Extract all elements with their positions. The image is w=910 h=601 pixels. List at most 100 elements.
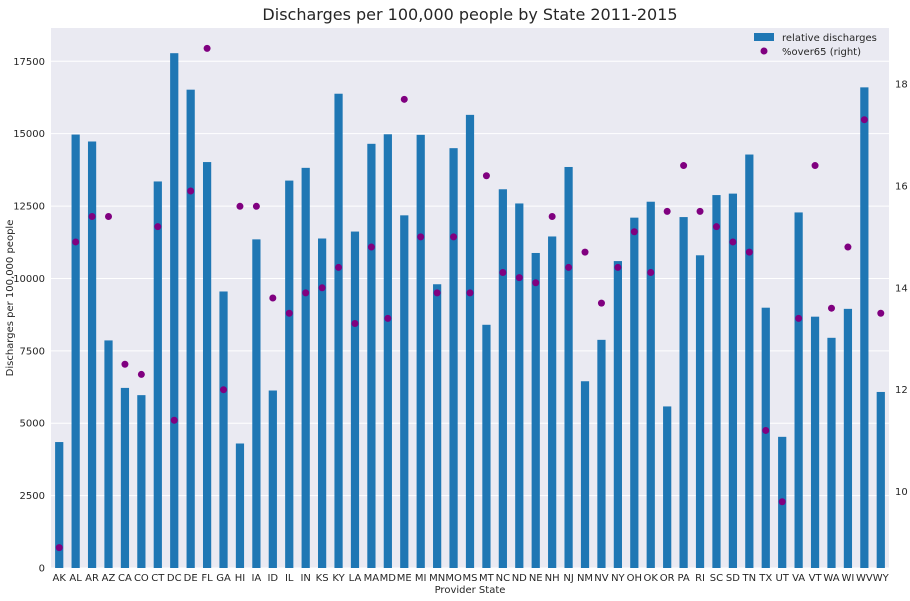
x-tick-label: TX [758,573,772,584]
data-point [778,498,786,506]
y-axis-title: Discharges per 100,000 people [5,220,16,377]
x-tick-label: PA [677,573,689,584]
bar [646,201,655,568]
y2-tick-label: 12 [895,385,908,396]
data-point [450,233,458,241]
bar [613,261,622,568]
x-tick-label: MT [479,573,495,584]
bar [252,239,261,568]
y-axis-left: 0 2500 5000 7500 10000 12500 15000 17500 [13,57,45,575]
bar [202,162,212,569]
bar [843,308,853,568]
data-point [762,426,770,434]
y2-tick-label: 18 [895,80,908,91]
bar [55,442,64,568]
data-point [811,162,819,170]
bar [71,134,80,568]
x-tick-label: RI [695,573,705,584]
x-tick-label: NY [611,573,625,584]
y2-tick-label: 16 [895,181,908,192]
x-tick-label: WV [856,573,873,584]
x-tick-label: MI [415,573,427,584]
data-point [499,269,507,277]
x-tick-label: GA [216,573,231,584]
bar [860,87,869,568]
legend-label-over65: %over65 (right) [782,47,861,58]
data-point [827,304,835,312]
bar [170,53,179,568]
x-tick-label: ND [512,573,527,584]
data-point [417,233,425,241]
bar [137,395,146,568]
data-point [532,279,540,287]
bar [827,337,836,568]
bar [498,189,507,569]
data-point [663,207,671,215]
x-tick-label: KS [316,573,329,584]
data-point [105,212,113,220]
data-point [384,314,392,322]
data-point [400,95,408,103]
data-point [729,238,737,246]
x-tick-label: ID [267,573,278,584]
x-tick-label: DC [167,573,182,584]
bar [728,193,738,568]
data-point [548,212,556,220]
bar [876,391,885,568]
x-tick-label: VA [792,573,805,584]
data-point [55,544,63,552]
data-point [680,162,688,170]
legend: relative discharges %over65 (right) [754,33,877,58]
bar [810,316,820,568]
x-axis: AK AL AR AZ CA CO CT DC DE FL GA HI IA ID IL IN KS KY LA MA… [53,573,890,584]
bar [153,181,162,569]
bar [285,180,294,568]
x-tick-label: OR [660,573,675,584]
bar [301,167,310,569]
data-point [515,274,523,282]
x-tick-label: FL [201,573,213,584]
x-tick-label: IA [251,573,261,584]
bar [268,390,277,568]
bar [695,255,705,568]
x-tick-label: CT [151,573,165,584]
y-tick-label: 15000 [13,129,45,140]
x-tick-label: TN [742,573,757,584]
x-tick-label: MA [364,573,380,584]
y2-tick-label: 10 [895,487,908,498]
data-point [466,289,474,297]
data-point [154,223,162,231]
bar [433,284,442,568]
data-point [137,370,145,378]
bar [679,217,688,568]
bar [564,166,573,568]
bar [449,148,458,568]
legend-point-swatch [760,47,768,55]
x-tick-label: NC [496,573,510,584]
data-point [269,294,277,302]
bar [87,141,97,568]
bar [383,134,392,568]
bar [745,154,754,569]
data-point [630,228,638,236]
data-point [712,223,720,231]
y-tick-label: 10000 [13,274,45,285]
bar [548,236,557,568]
y-tick-label: 5000 [20,419,45,430]
bar [416,134,425,568]
bar [186,89,195,569]
x-tick-label: LA [349,573,362,584]
x-tick-label: AK [53,573,67,584]
x-tick-label: IL [285,573,294,584]
legend-label-relative-discharges: relative discharges [782,33,877,44]
x-tick-label: NE [529,573,543,584]
data-point [318,284,326,292]
data-point [877,309,885,317]
bar [712,195,721,568]
x-tick-label: AL [69,573,82,584]
bar [597,339,606,568]
y-tick-label: 0 [39,564,45,575]
data-point [433,289,441,297]
bar [400,215,409,568]
